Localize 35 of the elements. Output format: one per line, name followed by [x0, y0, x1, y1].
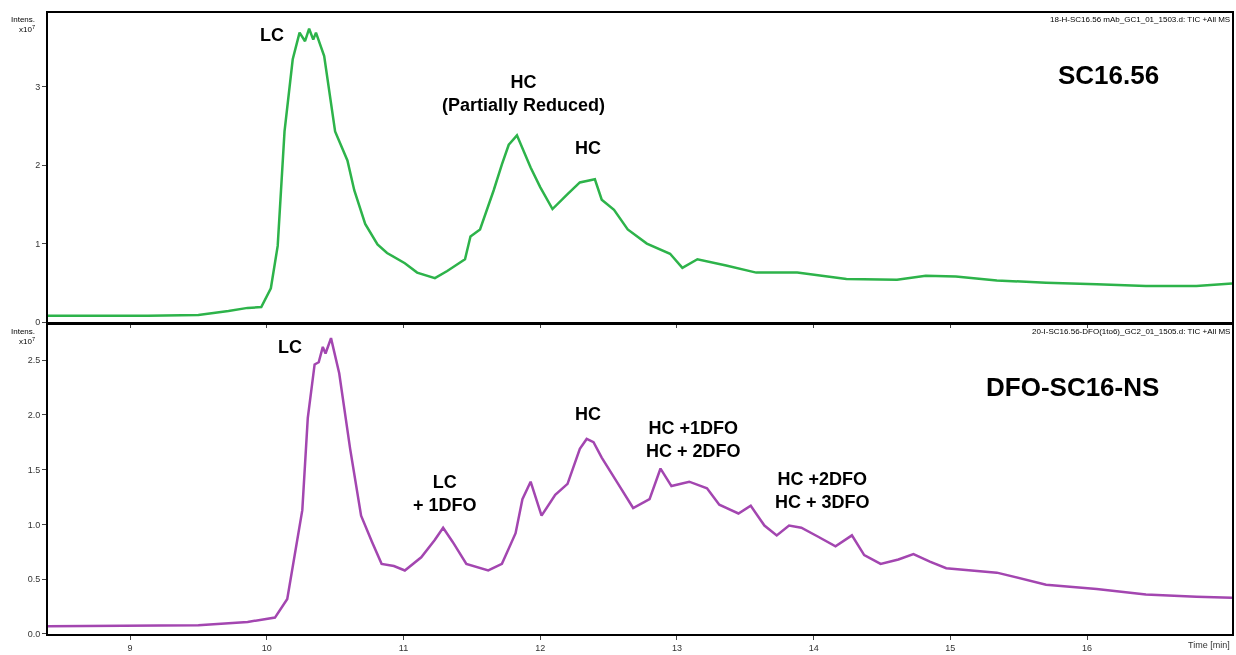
text: SC16.56 [1058, 60, 1160, 90]
y-tick-label: 0 [35, 317, 41, 328]
y-tick-label: 3 [35, 81, 41, 92]
x-tick-label: 10 [261, 642, 272, 653]
y-tick-label: 1 [35, 238, 41, 249]
y-tick-label: 1.0 [27, 519, 41, 530]
line-series [48, 336, 1232, 628]
annotation: HC [575, 404, 601, 424]
y-tick-label: 0.0 [27, 629, 41, 640]
annotation: HC [575, 138, 601, 158]
annotation: LC + 1DFO [413, 472, 477, 516]
annotation: LC [278, 337, 302, 357]
y-tick-label: 0.5 [27, 574, 41, 585]
annotation: HC (Partially Reduced) [442, 72, 606, 116]
annotation: HC +1DFO HC + 2DFO [646, 418, 741, 462]
annotation: HC +2DFO HC + 3DFO [775, 469, 870, 513]
y-tick-label: 1.5 [27, 464, 41, 475]
x-tick-label: 13 [671, 642, 682, 653]
x-tick-label: 9 [127, 642, 133, 653]
x-tick-label: 15 [945, 642, 956, 653]
x-tick-label: 14 [808, 642, 819, 653]
y-tick-label: 2 [35, 160, 41, 171]
line-series [48, 27, 1232, 317]
text: DFO-SC16-NS [986, 372, 1160, 402]
y-axis-title: Intens. x10$^{7}$ [11, 15, 36, 35]
y-tick-label: 2.0 [27, 409, 41, 420]
annotation: LC [260, 25, 284, 45]
x-tick-label: 12 [535, 642, 546, 653]
y-axis-title: Intens. x10$^{7}$ [11, 327, 36, 347]
x-axis-title: Time [min] [1188, 640, 1230, 650]
chart-subtitle: 18-H-SC16.56 mAb_GC1_01_1503.d: TIC +All MS [1050, 15, 1231, 24]
chart-subtitle: 20-I-SC16.56-DFO(1to6)_GC2_01_1505.d: TIC +All MS [1032, 327, 1231, 336]
x-tick-label: 11 [398, 642, 409, 653]
y-tick-label: 2.5 [27, 355, 41, 366]
x-tick-label: 16 [1082, 642, 1093, 653]
